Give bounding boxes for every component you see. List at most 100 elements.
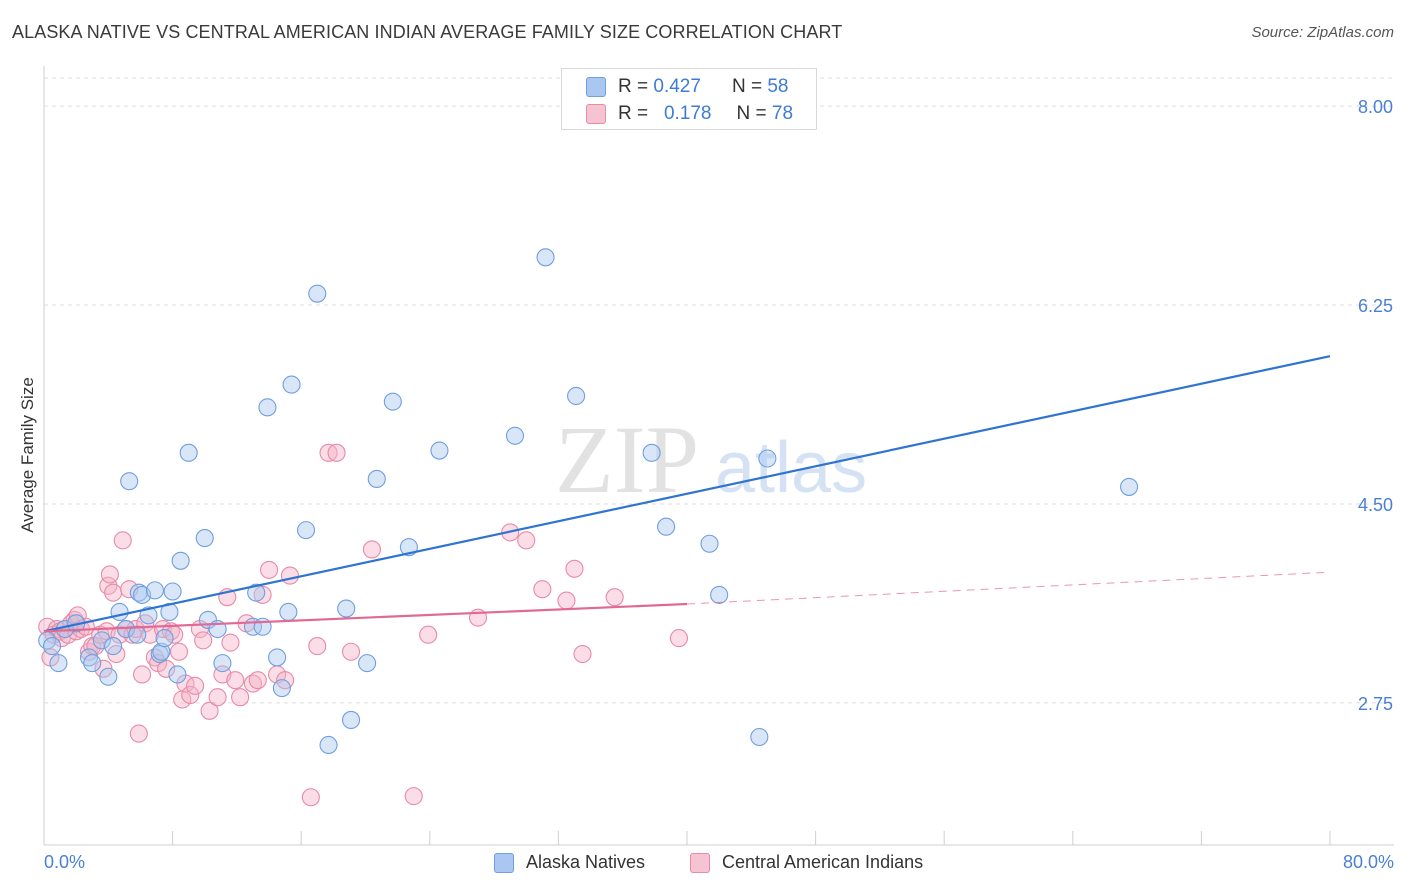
y-tick-label: 2.75: [1358, 694, 1393, 714]
central-american-point: [362, 540, 381, 559]
alaska-trendline: [43, 355, 1331, 633]
central-american-point: [533, 580, 552, 599]
alaska-native-point: [272, 679, 291, 698]
alaska-native-point: [168, 665, 187, 684]
alaska-native-point: [129, 583, 148, 602]
alaska-native-point: [145, 581, 164, 600]
alaska-native-point: [83, 654, 102, 673]
n-label: N =: [736, 103, 767, 124]
central-american-point: [221, 633, 240, 652]
legend-row-central-american: R = 0.178 N = 78: [586, 101, 793, 127]
central-american-point: [605, 588, 624, 607]
alaska-native-point: [42, 637, 62, 656]
series-legend: Alaska Natives Central American Indians: [0, 852, 1406, 878]
y-tick-label: 4.50: [1358, 495, 1393, 515]
alaska-native-point: [163, 582, 182, 601]
alaska-native-point: [268, 648, 287, 667]
legend-label: Central American Indians: [722, 852, 924, 872]
central-american-point: [419, 625, 438, 644]
central-american-trendline-extension: [686, 571, 1331, 605]
central-american-point: [248, 671, 267, 690]
alaska-native-point: [282, 375, 301, 394]
alaska-native-point: [341, 710, 361, 730]
watermark: ZIP atlas: [555, 406, 867, 513]
alaska-native-point: [79, 648, 99, 667]
central-american-point: [200, 701, 219, 720]
legend-label: Alaska Natives: [526, 852, 646, 872]
source-label: Source: ZipAtlas.com: [1251, 24, 1394, 41]
alaska-native-point: [99, 667, 118, 686]
alaska-native-point: [110, 602, 129, 622]
y-tick-label: 8.00: [1358, 97, 1393, 117]
alaska-native-point: [179, 443, 198, 462]
central-american-point: [129, 724, 148, 743]
pink-swatch: [690, 852, 710, 873]
central-american-point: [308, 637, 327, 656]
alaska-native-point: [49, 654, 68, 673]
alaska-native-point: [358, 654, 377, 673]
pink-swatch: [586, 104, 606, 124]
chart-title: ALASKA NATIVE VS CENTRAL AMERICAN INDIAN…: [12, 22, 843, 42]
watermark-zip: ZIP: [555, 406, 699, 513]
alaska-native-point: [213, 654, 232, 673]
central-american-point: [226, 671, 245, 690]
legend-item-central-american-indians: Central American Indians: [690, 852, 923, 873]
central-american-point: [243, 674, 263, 693]
central-american-point: [104, 583, 123, 602]
alaska-native-point: [247, 583, 266, 602]
alaska-native-point: [92, 631, 111, 650]
central-american-point: [181, 685, 200, 704]
blue-swatch: [586, 77, 606, 97]
central-american-point: [301, 788, 320, 807]
central-american-point: [100, 565, 119, 584]
central-american-point: [557, 591, 576, 610]
alaska-native-point: [296, 521, 316, 540]
alaska-native-point: [128, 625, 147, 644]
alaska-native-point: [567, 386, 586, 406]
alaska-native-point: [758, 449, 777, 468]
central-american-point: [327, 443, 346, 462]
y-tick-label: 6.25: [1358, 296, 1393, 316]
n-value: 58: [767, 76, 789, 97]
alaska-native-point: [195, 529, 214, 548]
blue-swatch: [494, 852, 514, 873]
central-american-point: [133, 665, 152, 684]
legend-item-alaska-natives: Alaska Natives: [494, 852, 645, 873]
alaska-native-point: [171, 551, 190, 570]
n-value: 78: [771, 103, 794, 124]
alaska-native-point: [657, 517, 676, 536]
central-american-point: [259, 560, 279, 579]
alaska-native-point: [700, 534, 719, 553]
alaska-native-point: [505, 426, 525, 445]
r-label: R =: [618, 76, 649, 97]
alaska-native-point: [367, 469, 386, 489]
alaska-native-point: [104, 637, 123, 656]
x-axis-min-label: 0.0%: [44, 852, 86, 872]
alaska-native-point: [750, 727, 769, 747]
central-american-point: [341, 642, 361, 661]
alaska-native-point: [139, 606, 158, 625]
alaska-native-point: [279, 602, 298, 622]
central-american-point: [280, 566, 299, 585]
alaska-native-point: [642, 443, 661, 462]
central-american-point: [565, 559, 584, 578]
central-american-point: [404, 787, 423, 806]
alaska-native-point: [120, 472, 139, 491]
alaska-native-point: [536, 248, 555, 267]
watermark-atlas: atlas: [715, 428, 867, 508]
alaska-native-point: [319, 735, 338, 755]
alaska-native-point: [1120, 477, 1139, 496]
central-american-point: [113, 531, 132, 550]
r-label: R =: [618, 103, 649, 124]
central-american-point: [208, 688, 227, 707]
legend-row-alaska: R = 0.427 N = 58: [586, 74, 788, 100]
alaska-native-point: [710, 585, 729, 604]
alaska-native-point: [308, 284, 327, 303]
correlation-legend: R = 0.427 N = 58 R = 0.178 N = 78: [561, 68, 817, 130]
central-american-point: [669, 629, 689, 648]
central-american-point: [194, 631, 213, 650]
alaska-native-point: [152, 642, 171, 661]
central-american-point: [573, 644, 592, 664]
r-value: 0.427: [653, 76, 701, 97]
